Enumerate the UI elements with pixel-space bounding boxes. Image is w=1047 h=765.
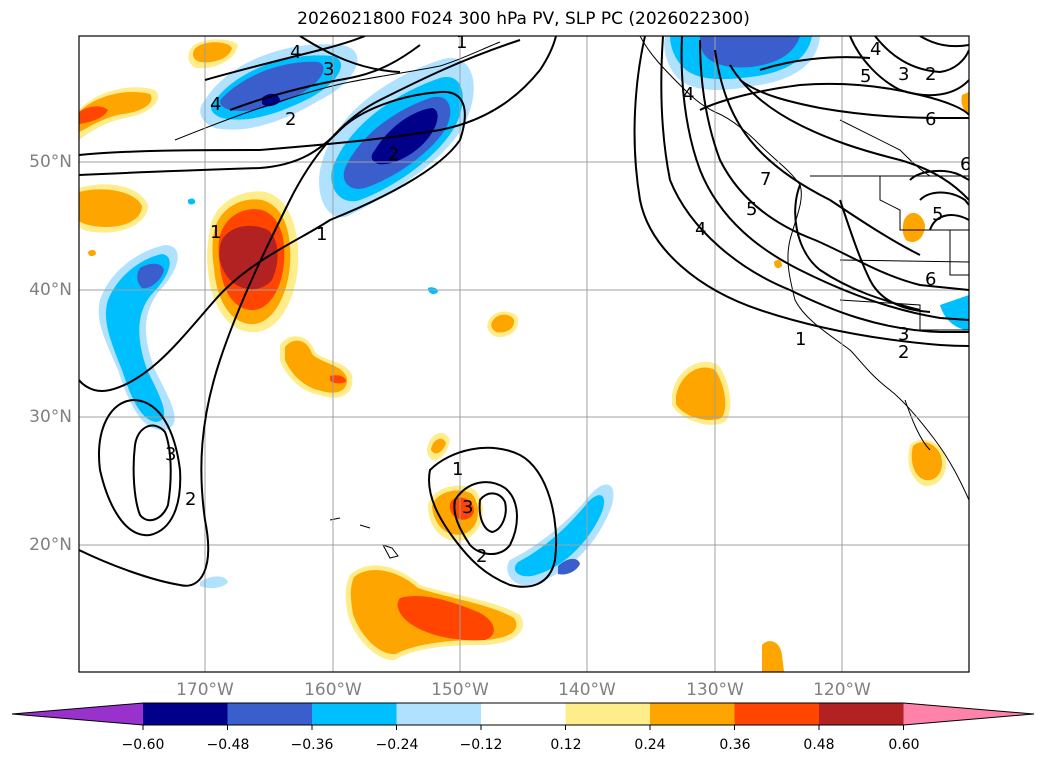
svg-text:1: 1 bbox=[452, 459, 463, 480]
pv-negative-gulf-alaska bbox=[319, 58, 474, 218]
lon-label-130w: 130°W bbox=[686, 680, 744, 700]
colorbar-segment bbox=[650, 703, 735, 725]
svg-text:1: 1 bbox=[210, 222, 221, 243]
colorbar-tick: 0.60 bbox=[888, 737, 920, 753]
lat-label-20: 20°N bbox=[29, 535, 72, 555]
svg-text:5: 5 bbox=[932, 204, 943, 225]
colorbar-tick: −0.48 bbox=[206, 737, 250, 753]
colorbar bbox=[11, 702, 1035, 730]
svg-text:4: 4 bbox=[870, 39, 881, 60]
svg-text:4: 4 bbox=[210, 94, 221, 115]
svg-text:2: 2 bbox=[388, 144, 399, 165]
lat-label-40: 40°N bbox=[29, 280, 72, 300]
lon-label-160w: 160°W bbox=[304, 680, 362, 700]
colorbar-segment bbox=[565, 703, 651, 725]
svg-text:2: 2 bbox=[898, 342, 909, 363]
svg-text:1: 1 bbox=[795, 329, 806, 350]
svg-text:1: 1 bbox=[316, 224, 327, 245]
colorbar-segment bbox=[481, 703, 566, 725]
slp-contours bbox=[79, 36, 969, 588]
lon-label-140w: 140°W bbox=[558, 680, 616, 700]
svg-text:2: 2 bbox=[285, 109, 296, 130]
pv-negative-west-strip bbox=[98, 245, 178, 431]
colorbar-tick: 0.48 bbox=[803, 737, 835, 753]
svg-text:2: 2 bbox=[185, 489, 196, 510]
pv-negative-southern-cal bbox=[187, 198, 969, 589]
svg-text:7: 7 bbox=[760, 169, 771, 190]
lon-label-120w: 120°W bbox=[813, 680, 871, 700]
svg-text:3: 3 bbox=[165, 444, 176, 465]
lon-label-170w: 170°W bbox=[176, 680, 234, 700]
svg-text:2: 2 bbox=[925, 64, 936, 85]
svg-text:3: 3 bbox=[898, 64, 909, 85]
pv-negative-subtropical-tail bbox=[507, 484, 614, 586]
svg-text:5: 5 bbox=[860, 66, 871, 87]
colorbar-tick: −0.36 bbox=[290, 737, 334, 753]
svg-text:4: 4 bbox=[290, 42, 301, 63]
plot-frame bbox=[78, 35, 970, 673]
svg-text:6: 6 bbox=[925, 109, 936, 130]
lat-label-50: 50°N bbox=[29, 152, 72, 172]
colorbar-tick: 0.12 bbox=[550, 737, 582, 753]
graticule bbox=[79, 36, 969, 672]
pv-positive-hawaii-south bbox=[345, 565, 524, 661]
colorbar-tick: −0.12 bbox=[459, 737, 503, 753]
lon-label-150w: 150°W bbox=[431, 680, 489, 700]
svg-text:3: 3 bbox=[323, 59, 334, 80]
svg-text:4: 4 bbox=[683, 84, 694, 105]
map-title: 2026021800 F024 300 hPa PV, SLP PC (2026… bbox=[297, 9, 750, 29]
colorbar-tick: 0.24 bbox=[634, 737, 666, 753]
colorbar-extend-high bbox=[903, 703, 1034, 725]
svg-text:4: 4 bbox=[695, 219, 706, 240]
pv-positive-east bbox=[672, 92, 969, 672]
contour-labels: 1 3 2 4 4 2 1 1 3 2 1 3 2 4 4 5 7 1 3 2 … bbox=[165, 32, 971, 567]
svg-text:6: 6 bbox=[960, 154, 971, 175]
svg-text:1: 1 bbox=[456, 32, 467, 53]
colorbar-extend-low bbox=[12, 703, 143, 725]
colorbar-tick: 0.36 bbox=[719, 737, 751, 753]
lat-label-30: 30°N bbox=[29, 407, 72, 427]
colorbar-tick: −0.60 bbox=[121, 737, 165, 753]
pv-positive-central bbox=[207, 191, 299, 333]
svg-text:3: 3 bbox=[898, 324, 909, 345]
svg-text:5: 5 bbox=[746, 199, 757, 220]
colorbar-segment bbox=[734, 703, 820, 725]
svg-text:3: 3 bbox=[462, 497, 473, 518]
colorbar-segment bbox=[819, 703, 904, 725]
pv-positive-mid bbox=[280, 311, 519, 461]
pv-negative-bc-coast bbox=[664, 36, 820, 90]
svg-text:2: 2 bbox=[476, 546, 487, 567]
colorbar-segment bbox=[143, 703, 228, 725]
colorbar-segment bbox=[312, 703, 397, 725]
colorbar-segment bbox=[227, 703, 313, 725]
colorbar-segment bbox=[396, 703, 482, 725]
pv-positive-west-edge bbox=[79, 39, 238, 257]
colorbar-tick: −0.24 bbox=[375, 737, 419, 753]
svg-text:6: 6 bbox=[925, 269, 936, 290]
